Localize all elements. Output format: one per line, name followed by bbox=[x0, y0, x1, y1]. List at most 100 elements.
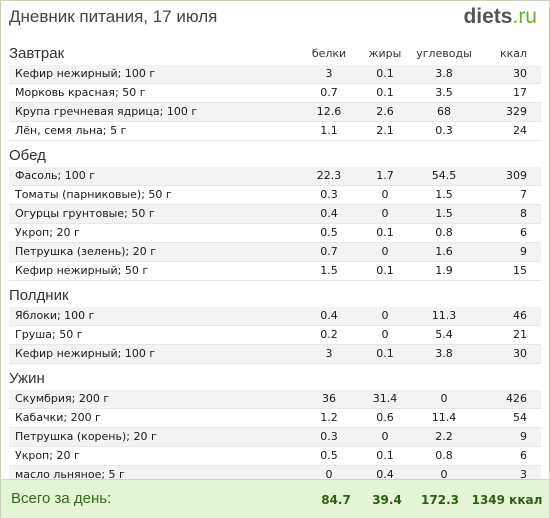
food-name[interactable]: Петрушка (зелень); 20 г bbox=[9, 243, 299, 262]
food-carbs: 3.8 bbox=[411, 345, 477, 364]
food-carbs: 11.3 bbox=[411, 307, 477, 326]
food-carbs: 5.4 bbox=[411, 326, 477, 345]
food-name[interactable]: Укроп; 20 г bbox=[9, 447, 299, 466]
food-kcal: 24 bbox=[477, 122, 541, 141]
empty-cell bbox=[359, 285, 411, 307]
food-carbs: 0 bbox=[411, 390, 477, 409]
food-row[interactable]: Томаты (парниковые); 50 г 0.3 0 1.5 7 bbox=[9, 186, 541, 205]
total-fat: 39.4 bbox=[372, 493, 402, 507]
food-name[interactable]: Кефир нежирный; 100 г bbox=[9, 345, 299, 364]
food-kcal: 6 bbox=[477, 447, 541, 466]
food-fat: 0.1 bbox=[359, 262, 411, 281]
food-carbs: 1.5 bbox=[411, 186, 477, 205]
food-name[interactable]: Кабачки; 200 г bbox=[9, 409, 299, 428]
food-protein: 0.7 bbox=[299, 243, 359, 262]
food-fat: 0.1 bbox=[359, 345, 411, 364]
column-carbs: углеводы bbox=[416, 47, 472, 60]
food-name[interactable]: Укроп; 20 г bbox=[9, 224, 299, 243]
food-name[interactable]: Морковь красная; 50 г bbox=[9, 84, 299, 103]
header: Дневник питания, 17 июля diets.ru bbox=[1, 1, 549, 37]
food-row[interactable]: Кефир нежирный; 100 г 3 0.1 3.8 30 bbox=[9, 65, 541, 84]
food-kcal: 9 bbox=[477, 428, 541, 447]
food-fat: 0.6 bbox=[359, 409, 411, 428]
food-row[interactable]: Петрушка (зелень); 20 г 0.7 0 1.6 9 bbox=[9, 243, 541, 262]
food-name[interactable]: Скумбрия; 200 г bbox=[9, 390, 299, 409]
food-name[interactable]: Кефир нежирный; 100 г bbox=[9, 65, 299, 84]
food-carbs: 54.5 bbox=[411, 167, 477, 186]
total-carbs: 172.3 bbox=[421, 493, 459, 507]
logo-tld: .ru bbox=[512, 5, 537, 28]
food-name[interactable]: Груша; 50 г bbox=[9, 326, 299, 345]
food-row[interactable]: Лён, семя льна; 5 г 1.1 2.1 0.3 24 bbox=[9, 122, 541, 141]
food-fat: 0 bbox=[359, 428, 411, 447]
food-kcal: 17 bbox=[477, 84, 541, 103]
diary-table: Завтрак белки жиры углеводы ккал Кефир нежирн… bbox=[9, 43, 541, 485]
empty-cell bbox=[359, 368, 411, 390]
food-fat: 0.1 bbox=[359, 447, 411, 466]
food-name[interactable]: Яблоки; 100 г bbox=[9, 307, 299, 326]
food-name[interactable]: Томаты (парниковые); 50 г bbox=[9, 186, 299, 205]
food-protein: 1.1 bbox=[299, 122, 359, 141]
food-name[interactable]: Лён, семя льна; 5 г bbox=[9, 122, 299, 141]
food-row[interactable]: Кефир нежирный; 50 г 1.5 0.1 1.9 15 bbox=[9, 262, 541, 281]
food-protein: 3 bbox=[299, 345, 359, 364]
meal-header-row: Обед bbox=[9, 145, 541, 167]
food-carbs: 11.4 bbox=[411, 409, 477, 428]
food-kcal: 426 bbox=[477, 390, 541, 409]
food-kcal: 7 bbox=[477, 186, 541, 205]
empty-cell bbox=[411, 285, 477, 307]
food-protein: 3 bbox=[299, 65, 359, 84]
food-row[interactable]: Фасоль; 100 г 22.3 1.7 54.5 309 bbox=[9, 167, 541, 186]
total-protein: 84.7 bbox=[321, 493, 351, 507]
food-fat: 0 bbox=[359, 205, 411, 224]
meal-name: Ужин bbox=[9, 370, 45, 387]
empty-cell bbox=[299, 368, 359, 390]
food-kcal: 6 bbox=[477, 224, 541, 243]
food-row[interactable]: Огурцы грунтовые; 50 г 0.4 0 1.5 8 bbox=[9, 205, 541, 224]
empty-cell bbox=[477, 145, 541, 167]
food-row[interactable]: Петрушка (корень); 20 г 0.3 0 2.2 9 bbox=[9, 428, 541, 447]
food-row[interactable]: Морковь красная; 50 г 0.7 0.1 3.5 17 bbox=[9, 84, 541, 103]
food-row[interactable]: Кабачки; 200 г 1.2 0.6 11.4 54 bbox=[9, 409, 541, 428]
food-row[interactable]: Крупа гречневая ядрица; 100 г 12.6 2.6 68 32… bbox=[9, 103, 541, 122]
food-carbs: 2.2 bbox=[411, 428, 477, 447]
food-kcal: 54 bbox=[477, 409, 541, 428]
meal-header-row: Ужин bbox=[9, 368, 541, 390]
food-carbs: 3.8 bbox=[411, 65, 477, 84]
empty-cell bbox=[477, 285, 541, 307]
column-fat: жиры bbox=[368, 47, 402, 60]
food-row[interactable]: Груша; 50 г 0.2 0 5.4 21 bbox=[9, 326, 541, 345]
food-name[interactable]: Крупа гречневая ядрица; 100 г bbox=[9, 103, 299, 122]
food-kcal: 30 bbox=[477, 345, 541, 364]
logo-main: diets bbox=[463, 5, 513, 28]
food-row[interactable]: Яблоки; 100 г 0.4 0 11.3 46 bbox=[9, 307, 541, 326]
food-fat: 0.1 bbox=[359, 65, 411, 84]
food-protein: 22.3 bbox=[299, 167, 359, 186]
site-logo[interactable]: diets.ru bbox=[463, 5, 537, 29]
food-fat: 0.1 bbox=[359, 84, 411, 103]
food-fat: 1.7 bbox=[359, 167, 411, 186]
food-carbs: 0.8 bbox=[411, 447, 477, 466]
food-row[interactable]: Скумбрия; 200 г 36 31.4 0 426 bbox=[9, 390, 541, 409]
food-name[interactable]: Кефир нежирный; 50 г bbox=[9, 262, 299, 281]
food-name[interactable]: Фасоль; 100 г bbox=[9, 167, 299, 186]
food-fat: 0 bbox=[359, 307, 411, 326]
food-row[interactable]: Укроп; 20 г 0.5 0.1 0.8 6 bbox=[9, 224, 541, 243]
food-kcal: 309 bbox=[477, 167, 541, 186]
food-fat: 0.1 bbox=[359, 224, 411, 243]
food-kcal: 30 bbox=[477, 65, 541, 84]
food-carbs: 0.8 bbox=[411, 224, 477, 243]
food-name[interactable]: Петрушка (корень); 20 г bbox=[9, 428, 299, 447]
daily-total-bar: Всего за день: 84.7 39.4 172.3 1349 ккал bbox=[1, 479, 549, 518]
empty-cell bbox=[477, 368, 541, 390]
column-kcal: ккал bbox=[499, 47, 527, 60]
food-fat: 2.1 bbox=[359, 122, 411, 141]
food-kcal: 46 bbox=[477, 307, 541, 326]
meal-name: Полдник bbox=[9, 287, 69, 304]
food-row[interactable]: Кефир нежирный; 100 г 3 0.1 3.8 30 bbox=[9, 345, 541, 364]
food-carbs: 0.3 bbox=[411, 122, 477, 141]
food-row[interactable]: Укроп; 20 г 0.5 0.1 0.8 6 bbox=[9, 447, 541, 466]
food-name[interactable]: Огурцы грунтовые; 50 г bbox=[9, 205, 299, 224]
food-kcal: 15 bbox=[477, 262, 541, 281]
column-protein: белки bbox=[311, 47, 347, 60]
